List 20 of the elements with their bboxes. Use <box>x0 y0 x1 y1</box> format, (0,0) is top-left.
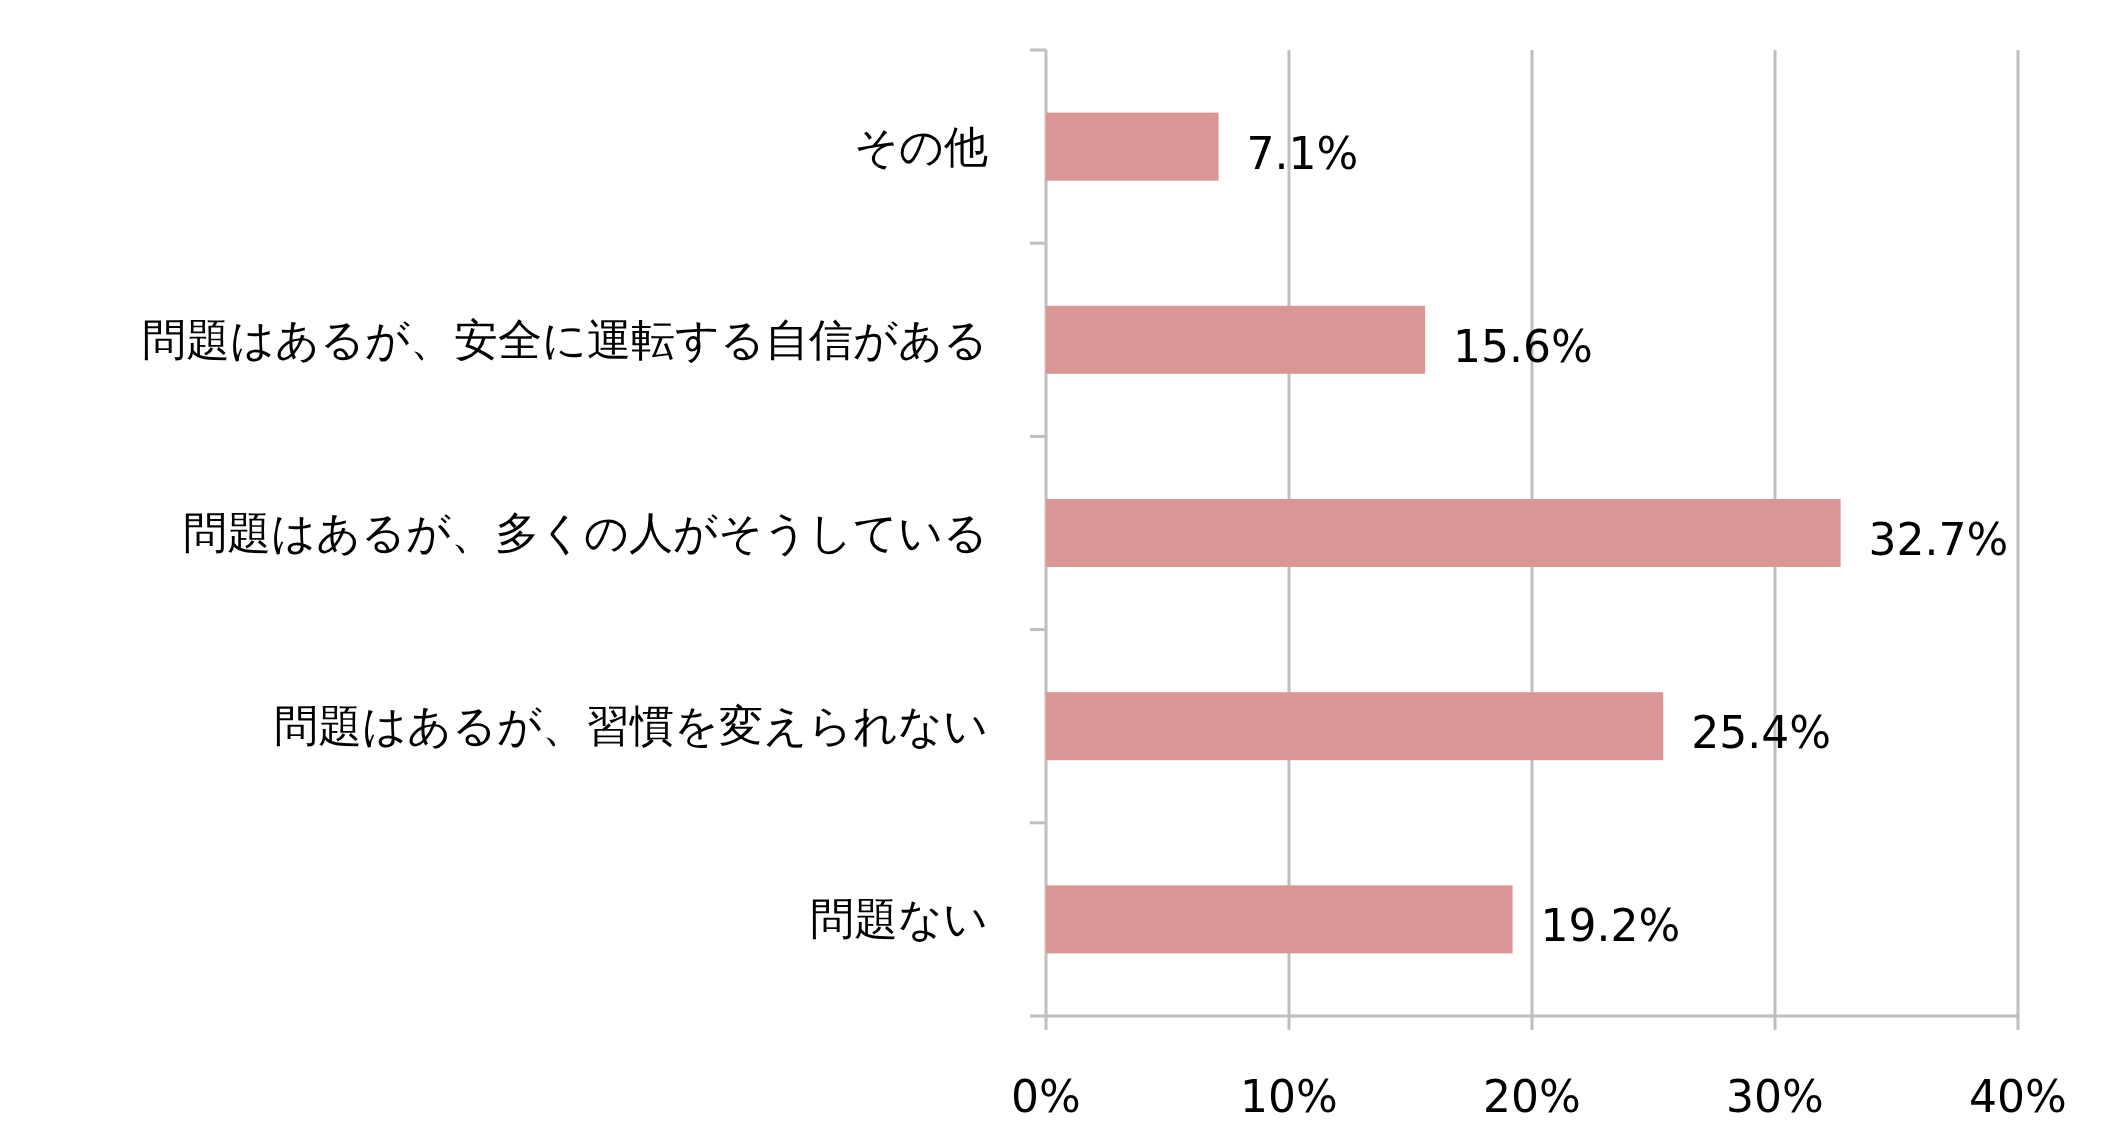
bar <box>1046 692 1664 761</box>
bar <box>1046 499 1841 567</box>
data-label: 32.7% <box>1868 514 2009 565</box>
bar <box>1046 885 1513 954</box>
x-tick-label: 10% <box>1240 1071 1338 1122</box>
x-tick-label: 30% <box>1726 1071 1824 1122</box>
data-label: 7.1% <box>1246 127 1359 179</box>
y-tick-label: 問題はあるが、安全に運転する自信がある <box>142 313 988 365</box>
data-label: 15.6% <box>1453 320 1593 372</box>
y-tick-label: 問題ない <box>810 893 988 945</box>
data-label: 19.2% <box>1540 900 1681 952</box>
y-tick-label: 問題はあるが、多くの人がそうしている <box>183 507 988 558</box>
data-label: 25.4% <box>1691 707 1831 759</box>
y-tick-label: その他 <box>854 120 988 172</box>
bar <box>1046 112 1219 181</box>
x-tick-label: 20% <box>1483 1071 1581 1122</box>
x-tick-label: 40% <box>1969 1071 2067 1122</box>
bar <box>1046 305 1426 374</box>
y-tick-label: 問題はあるが、習慣を変えられない <box>274 700 988 752</box>
x-tick-label: 0% <box>1011 1071 1081 1122</box>
